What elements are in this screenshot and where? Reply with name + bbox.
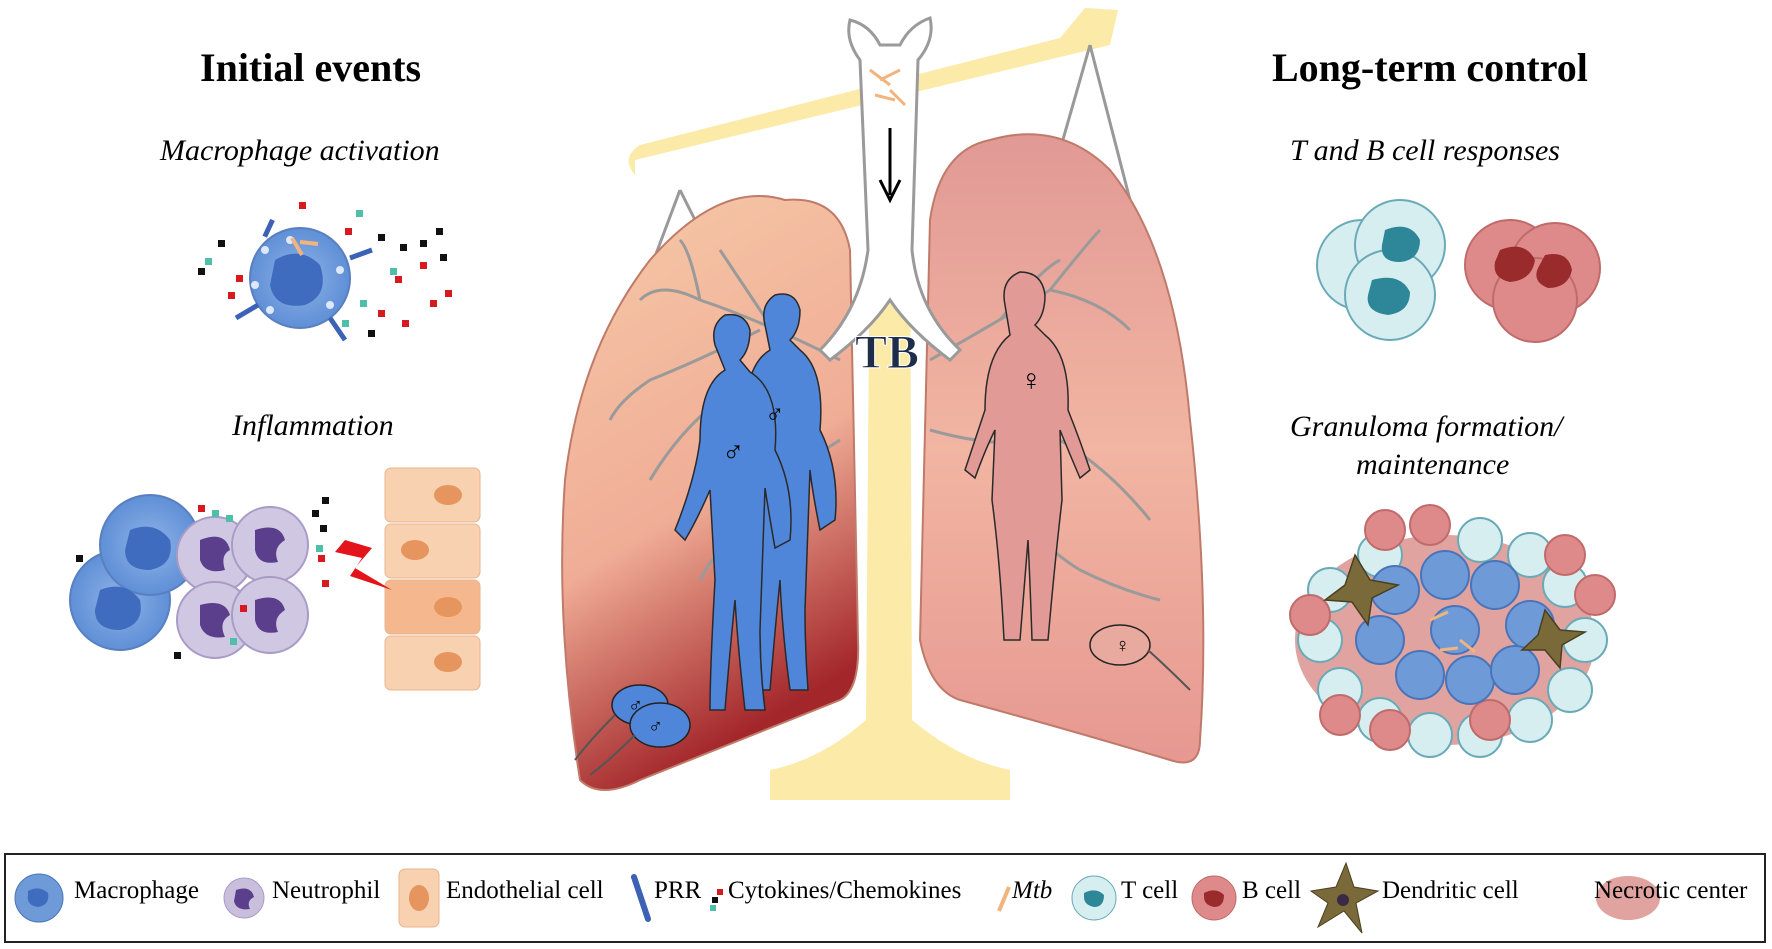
t-b-cell-responses-label: T and B cell responses — [1290, 134, 1560, 167]
tb-illustration: ♂ ♂ ♀ ♂ ♂ ♀ TB — [69, 8, 1616, 800]
svg-text:♀: ♀ — [1115, 635, 1130, 657]
initial-events-title: Initial events — [200, 45, 422, 90]
necrotic-center-icon — [1596, 876, 1660, 920]
granuloma-label-line1: Granuloma formation/ — [1290, 410, 1563, 443]
legend-icons — [14, 861, 1660, 934]
legend-b-cell: B cell — [1242, 877, 1302, 904]
t-cell-icon — [1071, 875, 1117, 921]
svg-text:♂: ♂ — [628, 695, 643, 717]
legend-endothelial-cell: Endothelial cell — [446, 877, 604, 904]
inflammation-label: Inflammation — [232, 409, 394, 442]
legend-cytokines: Cytokines/Chemokines — [728, 877, 962, 904]
endothelial-cell-icon — [398, 868, 440, 928]
granuloma-label-line2: maintenance — [1356, 448, 1510, 481]
t-b-cell-illustration — [1316, 199, 1601, 343]
legend-mtb: Mtb — [1012, 877, 1053, 904]
legend-neutrophil: Neutrophil — [272, 877, 381, 904]
female-human-figure: ♀ — [964, 271, 1091, 641]
male-symbol-2: ♂ — [765, 400, 785, 429]
legend-macrophage: Macrophage — [74, 877, 199, 904]
legend: Macrophage Neutrophil Endothelial cell P… — [4, 853, 1766, 943]
macrophage-activation-illustration — [198, 202, 452, 342]
female-symbol: ♀ — [1020, 364, 1043, 397]
legend-necrotic-center: Necrotic center — [1594, 877, 1748, 904]
trachea — [817, 16, 963, 362]
right-lung — [918, 133, 1205, 764]
dendritic-cell-icon — [1309, 861, 1380, 934]
macrophage-icon — [14, 873, 64, 923]
male-human-figures: ♂ ♂ — [674, 293, 837, 711]
legend-t-cell: T cell — [1121, 877, 1179, 904]
legend-dendritic-cell: Dendritic cell — [1382, 877, 1519, 904]
b-cell-icon — [1191, 875, 1237, 921]
male-symbol-1: ♂ — [722, 436, 745, 469]
granuloma-illustration — [1289, 504, 1616, 758]
legend-prr: PRR — [654, 877, 702, 904]
male-mice: ♂ ♂ — [574, 684, 691, 776]
tb-label: TB — [855, 326, 919, 379]
prr-icon — [631, 874, 651, 922]
neutrophil-icon — [223, 877, 265, 919]
macrophage-activation-label: Macrophage activation — [160, 134, 440, 167]
endothelial-column — [384, 467, 481, 691]
mtb-icon — [997, 886, 1011, 912]
cytokines-icon — [710, 889, 723, 911]
svg-text:♂: ♂ — [648, 716, 663, 738]
long-term-control-title: Long-term control — [1272, 45, 1588, 90]
female-mouse: ♀ — [1089, 624, 1191, 691]
inflammation-illustration — [69, 467, 481, 691]
